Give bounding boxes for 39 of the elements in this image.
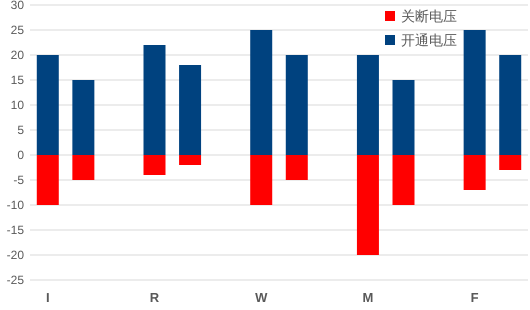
legend-label: 关断电压 — [401, 8, 457, 24]
bar — [464, 30, 486, 155]
bar — [72, 80, 94, 155]
bar — [179, 65, 202, 155]
bar — [144, 45, 166, 155]
y-tick-label: -15 — [6, 223, 24, 237]
bar — [250, 30, 272, 155]
x-tick-label: F — [470, 290, 479, 305]
y-tick-label: 20 — [10, 48, 24, 62]
bar — [356, 55, 379, 155]
y-tick-label: 15 — [10, 73, 24, 87]
bar — [286, 155, 308, 180]
legend-label: 开通电压 — [401, 32, 457, 48]
bar — [36, 155, 59, 205]
y-tick-label: 5 — [17, 123, 24, 137]
x-tick-label: M — [362, 290, 374, 305]
bar — [356, 155, 379, 255]
y-tick-label: -25 — [6, 273, 24, 287]
y-tick-label: 10 — [10, 98, 24, 112]
x-tick-label: W — [255, 290, 268, 305]
bar — [250, 155, 272, 205]
bar — [179, 155, 202, 165]
x-tick-label: I — [46, 290, 50, 305]
bar — [36, 55, 59, 155]
y-tick-label: -20 — [6, 248, 24, 262]
bar — [392, 80, 414, 155]
x-tick-label: R — [150, 290, 160, 305]
bar — [499, 55, 522, 155]
y-tick-label: 0 — [17, 148, 24, 162]
y-tick-label: 25 — [10, 23, 24, 37]
bar — [499, 155, 522, 170]
y-tick-label: -5 — [13, 173, 24, 187]
y-tick-label: 30 — [10, 0, 24, 12]
y-tick-label: -10 — [6, 198, 24, 212]
bar — [72, 155, 94, 180]
bar — [144, 155, 166, 175]
bar — [464, 155, 486, 190]
bar — [286, 55, 308, 155]
bar — [392, 155, 414, 205]
